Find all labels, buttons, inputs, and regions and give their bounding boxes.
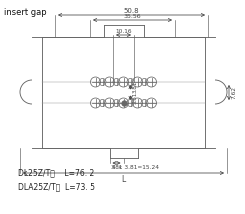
Text: 4 × 3.81=15.24: 4 × 3.81=15.24 — [111, 165, 159, 170]
Text: insert gap: insert gap — [4, 8, 47, 17]
Bar — [110, 148, 137, 158]
Text: 35.56: 35.56 — [124, 13, 141, 18]
Text: 50.8: 50.8 — [124, 7, 139, 13]
Bar — [32, 80, 42, 104]
Text: 10.16: 10.16 — [115, 28, 132, 34]
Bar — [103, 25, 144, 37]
Text: DL25Z/T：    L=76. 2: DL25Z/T： L=76. 2 — [18, 168, 94, 177]
Text: 3.81: 3.81 — [133, 81, 137, 93]
Text: DLA25Z/T：  L=73. 5: DLA25Z/T： L=73. 5 — [18, 182, 95, 191]
Text: L: L — [121, 175, 126, 184]
Bar — [205, 80, 215, 104]
Text: 7.62: 7.62 — [231, 86, 236, 99]
Text: 3.81: 3.81 — [133, 92, 137, 104]
Text: 3.81: 3.81 — [110, 165, 123, 170]
